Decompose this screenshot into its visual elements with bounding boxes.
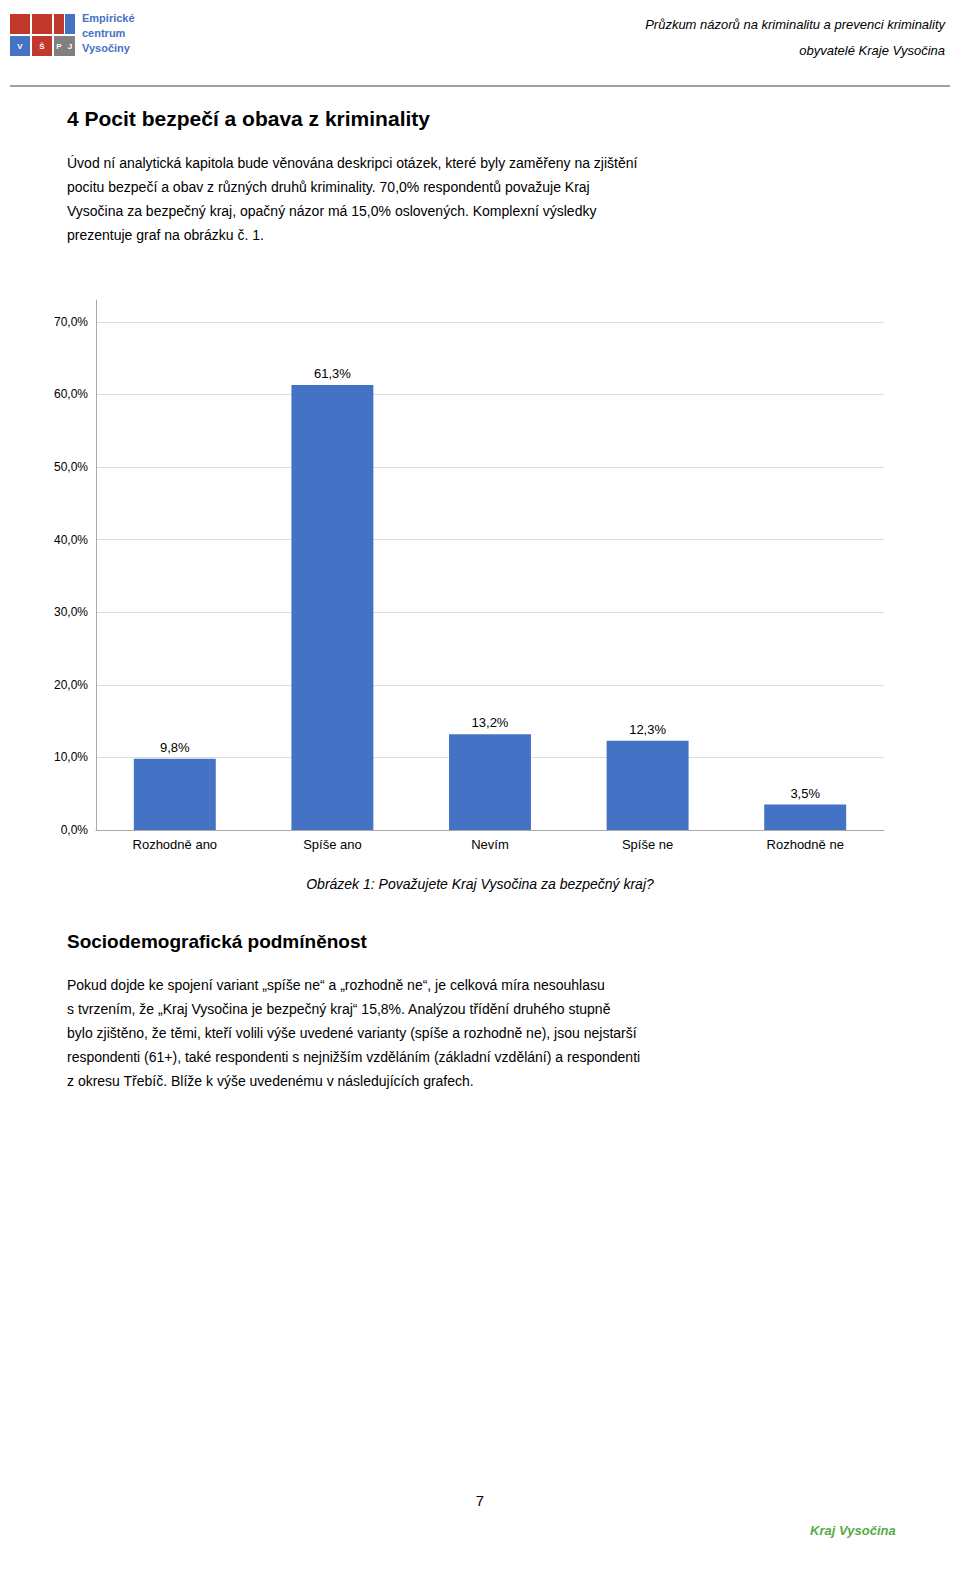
svg-text:Rozhodně ne: Rozhodně ne xyxy=(767,837,844,852)
svg-text:13,2%: 13,2% xyxy=(472,715,509,730)
svg-text:9,8%: 9,8% xyxy=(160,740,190,755)
svg-text:4 Pocit bezpečí a obava z krim: 4 Pocit bezpečí a obava z kriminality xyxy=(67,107,430,130)
svg-text:respondenti (61+), také respon: respondenti (61+), také respondenti s ne… xyxy=(67,1049,640,1065)
svg-text:20,0%: 20,0% xyxy=(54,678,88,692)
svg-text:10,0%: 10,0% xyxy=(54,750,88,764)
svg-text:Kraj Vysočina: Kraj Vysočina xyxy=(810,1523,896,1538)
svg-text:7: 7 xyxy=(476,1492,484,1509)
svg-text:bylo zjištěno, že těmi, kteří: bylo zjištěno, že těmi, kteří volili výš… xyxy=(67,1025,637,1041)
svg-text:prezentuje graf na obrázku č.: prezentuje graf na obrázku č. 1. xyxy=(67,227,264,243)
svg-text:V: V xyxy=(17,42,23,51)
svg-text:s tvrzením, že „Kraj Vysočina: s tvrzením, že „Kraj Vysočina je bezpečn… xyxy=(67,1001,611,1017)
svg-text:Sociodemografická podmíněnost: Sociodemografická podmíněnost xyxy=(67,931,367,952)
svg-text:Nevím: Nevím xyxy=(471,837,509,852)
svg-text:30,0%: 30,0% xyxy=(54,605,88,619)
svg-text:60,0%: 60,0% xyxy=(54,387,88,401)
svg-text:J: J xyxy=(68,42,72,51)
svg-text:Š: Š xyxy=(39,42,45,51)
svg-text:Spíše ne: Spíše ne xyxy=(622,837,673,852)
svg-text:70,0%: 70,0% xyxy=(54,315,88,329)
svg-text:Rozhodně ano: Rozhodně ano xyxy=(133,837,218,852)
svg-text:3,5%: 3,5% xyxy=(790,786,820,801)
svg-text:61,3%: 61,3% xyxy=(314,366,351,381)
svg-text:obyvatelé Kraje Vysočina: obyvatelé Kraje Vysočina xyxy=(799,43,945,58)
svg-text:50,0%: 50,0% xyxy=(54,460,88,474)
svg-text:Vysočiny: Vysočiny xyxy=(82,42,131,54)
svg-text:0,0%: 0,0% xyxy=(61,823,89,837)
svg-text:P: P xyxy=(56,42,62,51)
svg-text:Úvod ní analytická kapitola bu: Úvod ní analytická kapitola bude věnován… xyxy=(67,155,638,171)
svg-text:Empirické: Empirické xyxy=(82,12,135,24)
svg-text:40,0%: 40,0% xyxy=(54,533,88,547)
svg-text:Vysočina za bezpečný kraj, opa: Vysočina za bezpečný kraj, opačný názor … xyxy=(67,203,596,219)
svg-text:centrum: centrum xyxy=(82,27,126,39)
svg-text:z okresu Třebíč. Blíže k výše: z okresu Třebíč. Blíže k výše uvedenému … xyxy=(67,1073,474,1089)
svg-text:12,3%: 12,3% xyxy=(629,722,666,737)
svg-text:Obrázek 1: Považujete Kraj Vys: Obrázek 1: Považujete Kraj Vysočina za b… xyxy=(306,876,654,892)
svg-text:Pokud dojde ke spojení variant: Pokud dojde ke spojení variant „spíše ne… xyxy=(67,977,605,993)
svg-text:Spíše ano: Spíše ano xyxy=(303,837,362,852)
svg-text:Průzkum názorů na kriminalitu: Průzkum názorů na kriminalitu a prevenci… xyxy=(645,17,946,32)
svg-text:pocitu bezpečí a obav z různýc: pocitu bezpečí a obav z různých druhů kr… xyxy=(67,179,590,195)
